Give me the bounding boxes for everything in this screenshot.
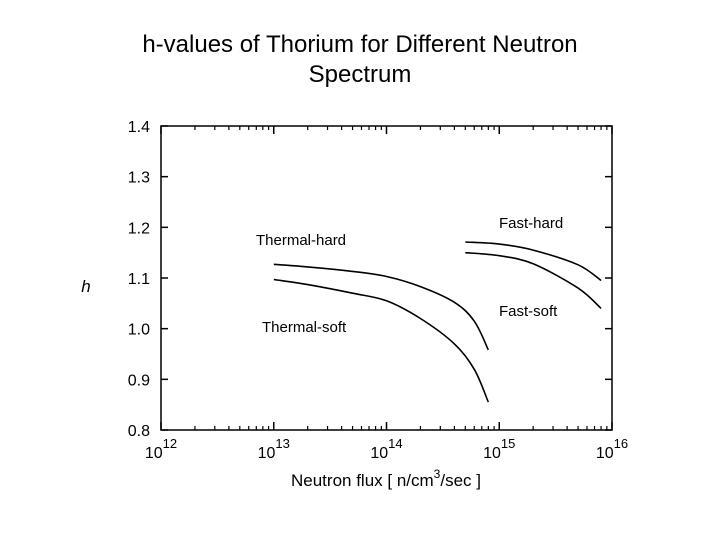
x-axis-label-suffix: /sec ] (440, 471, 481, 490)
x-tick-exponent: 15 (501, 436, 515, 451)
x-axis-label: Neutron flux [ n/cm3/sec ] (291, 467, 481, 490)
x-tick-base: 10 (370, 445, 388, 462)
x-tick-base: 10 (258, 445, 276, 462)
plot-frame (160, 125, 613, 431)
x-tick-label: 1014 (370, 436, 402, 462)
x-tick-exponent: 14 (388, 436, 402, 451)
x-tick-label: 1015 (483, 436, 515, 462)
x-axis-label-superscript: 3 (434, 467, 441, 481)
y-tick-label: 0.9 (128, 372, 150, 389)
series-layer (273, 241, 602, 403)
y-tick-label: 1.2 (128, 220, 150, 237)
y-tick-label: 1.1 (128, 271, 150, 288)
x-tick-exponent: 13 (275, 436, 289, 451)
series-line-thermal-soft (273, 278, 490, 403)
y-tick-label: 1.4 (128, 119, 150, 136)
y-tick-label: 0.8 (128, 423, 150, 440)
y-tick-label: 1.0 (128, 322, 150, 339)
x-tick-label: 1016 (596, 436, 628, 462)
series-line-fast-soft (465, 251, 602, 310)
y-tick-label: 1.3 (128, 170, 150, 187)
x-axis-label-prefix: Neutron flux [ n/cm (291, 471, 434, 490)
series-label-fast-hard: Fast-hard (499, 215, 563, 232)
series-label-thermal-soft: Thermal-soft (262, 319, 347, 336)
y-axis: 1.4 1.3 1.2 1.1 1.0 0.9 0.8 (128, 119, 612, 440)
chart-title-line-2: Spectrum (308, 61, 412, 88)
chart-title: h-values of Thorium for Different Neutro… (0, 30, 720, 90)
x-tick-base: 10 (596, 445, 614, 462)
x-tick-label: 1012 (145, 436, 177, 462)
series-line-fast-hard (465, 241, 602, 282)
series-label-thermal-hard: Thermal-hard (256, 232, 346, 249)
chart-title-line-1: h-values of Thorium for Different Neutro… (142, 31, 578, 58)
x-tick-exponent: 16 (614, 436, 628, 451)
x-tick-base: 10 (483, 445, 501, 462)
series-label-fast-soft: Fast-soft (499, 303, 558, 320)
x-tick-base: 10 (145, 445, 163, 462)
series-line-thermal-hard (273, 263, 490, 351)
x-tick-label: 1013 (258, 436, 290, 462)
x-tick-exponent: 12 (163, 436, 177, 451)
y-axis-label: h (81, 277, 90, 296)
